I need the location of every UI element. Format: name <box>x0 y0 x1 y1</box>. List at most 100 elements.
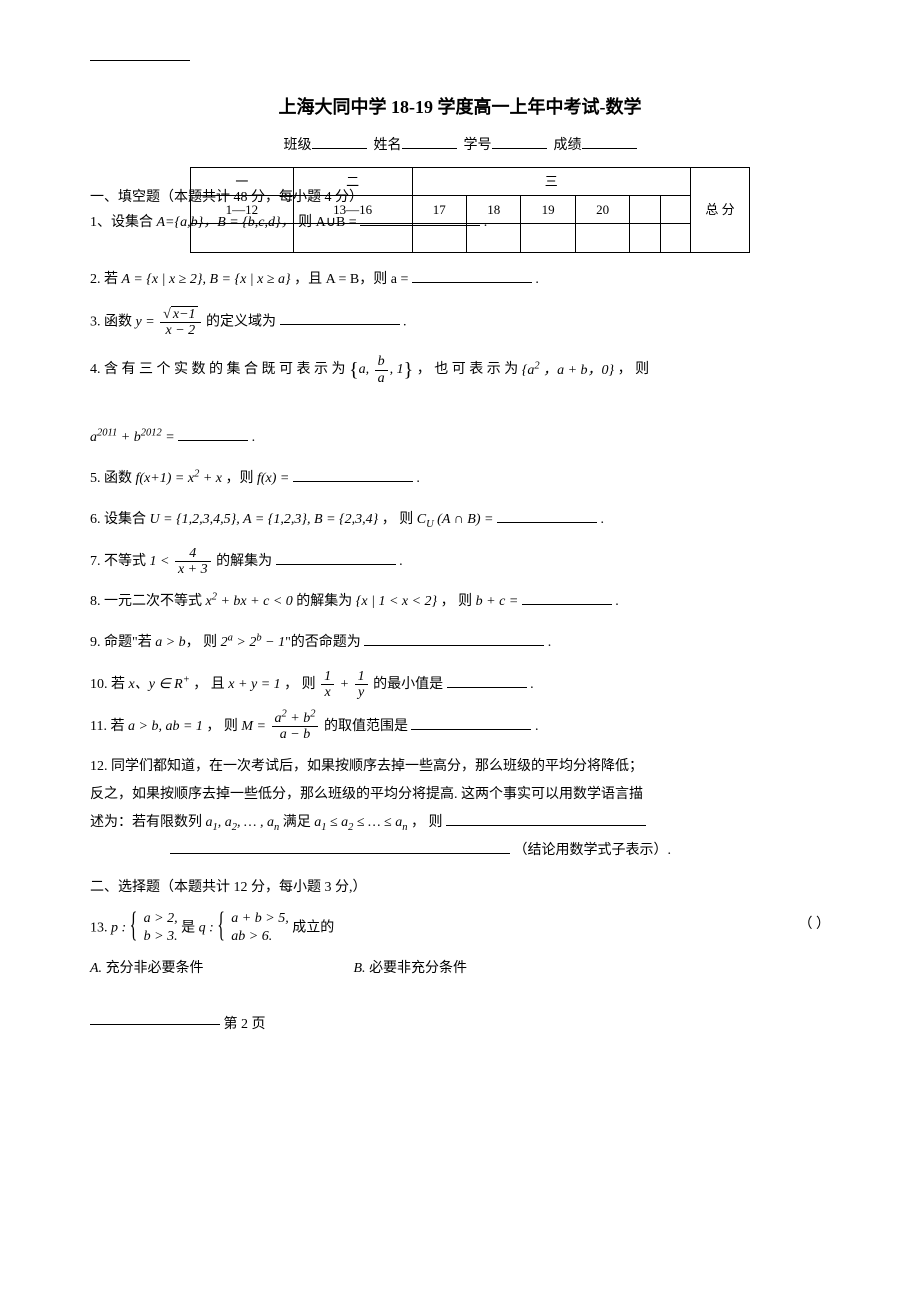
footer-rule <box>90 1024 220 1025</box>
q1-blank <box>360 211 480 226</box>
q3-blank <box>280 310 400 325</box>
q11-frac: a2 + b2 a − b <box>272 711 319 743</box>
q10-mid2: ， 则 <box>284 677 319 692</box>
score-table-wrap: 一 二 三 总 分 1—12 13—16 17 18 19 20 <box>90 167 830 253</box>
optA-text: 充分非必要条件 <box>106 961 204 976</box>
section1-overlay: 一、填空题（本题共计 48 分，每小题 4 分） 1、设集合 A={a,b}，B… <box>90 185 487 235</box>
q3-post: 的定义域为 <box>206 314 276 329</box>
q4-end: . <box>252 430 256 445</box>
q3-pre: 3. 函数 <box>90 314 136 329</box>
student-info: 班级 姓名 学号 成绩 <box>90 133 830 158</box>
q1-pre: 1、设集合 <box>90 215 153 230</box>
page-footer: 第 2 页 <box>90 1012 830 1037</box>
q6-m1: U = {1,2,3,4,5}, A = {1,2,3}, B = {2,3,4… <box>150 512 379 527</box>
q2-end: . <box>535 272 539 287</box>
section1-title: 一、填空题（本题共计 48 分，每小题 4 分） <box>90 185 487 210</box>
q12-cond: a1 ≤ a2 ≤ … ≤ an <box>314 815 407 830</box>
q10-f2n: 1 <box>355 669 368 685</box>
q6: 6. 设集合 U = {1,2,3,4,5}, A = {1,2,3}, B =… <box>90 505 830 536</box>
q8-end: . <box>615 594 619 609</box>
q7-lhs: 1 < <box>150 554 170 569</box>
q11-m1: a > b, ab = 1 <box>128 719 203 734</box>
q12-l1: 12. 同学们都知道，在一次考试后，如果按顺序去掉一些高分，那么班级的平均分将降… <box>90 759 643 774</box>
q10-f1: 1 x <box>321 669 334 701</box>
q10-plus: + <box>340 677 349 692</box>
q9: 9. 命题"若 a > b， 则 2a > 2b − 1"的否命题为 . <box>90 628 830 659</box>
class-label: 班级 <box>284 138 312 153</box>
q10-end: . <box>530 677 534 692</box>
name-blank <box>402 134 457 149</box>
q12-blank2 <box>170 839 510 854</box>
q12-l3post: ， 则 <box>411 815 443 830</box>
q10-m1: x、y ∈ R+ <box>129 677 190 692</box>
q4-set1-num: b <box>375 354 388 370</box>
q2: 2. 若 A = {x | x ≥ 2}, B = {x | x ≥ a} ，且… <box>90 265 830 296</box>
q4-set1: { <box>349 348 359 392</box>
q6-blank <box>497 508 597 523</box>
q7-den: x + 3 <box>175 562 211 577</box>
q5-pre: 5. 函数 <box>90 471 136 486</box>
q10-f1d: x <box>321 685 334 700</box>
q6-end: . <box>600 512 604 527</box>
q11-num: a2 + b2 <box>272 711 319 727</box>
q13-optB: B. 必要非充分条件 <box>354 956 614 981</box>
optB-text: 必要非充分条件 <box>369 961 467 976</box>
q13-psys: a > 2, b > 3. <box>130 910 178 946</box>
q13-q2: ab > 6. <box>231 928 288 946</box>
q2-mid: ，且 A = B，则 a = <box>294 272 412 287</box>
q7-frac: 4 x + 3 <box>175 546 211 578</box>
q8: 8. 一元二次不等式 x2 + bx + c < 0 的解集为 {x | 1 <… <box>90 587 830 618</box>
section2-title: 二、选择题（本题共计 12 分，每小题 3 分,） <box>90 875 830 900</box>
col-19: 19 <box>521 195 575 223</box>
q10-post: 的最小值是 <box>373 677 443 692</box>
q11-blank <box>411 715 531 730</box>
q2-pre: 2. 若 <box>90 272 122 287</box>
q12-seq: a1, a2, … , an <box>206 815 280 830</box>
q13-p2: b > 3. <box>144 928 178 946</box>
q4-pre: 4. 含 有 三 个 实 数 的 集 合 既 可 表 示 为 <box>90 363 349 378</box>
q5-m2: f(x) = <box>257 471 293 486</box>
q1: 1、设集合 A={a,b}，B = {b,c,d}， 则 A∪B = . <box>90 210 487 235</box>
class-blank <box>312 134 367 149</box>
name-label: 姓名 <box>374 138 402 153</box>
q3-y: y = <box>136 314 155 329</box>
q8-mid: 的解集为 <box>296 594 356 609</box>
q13-p1: a > 2, <box>144 910 178 928</box>
q4-set2: {a2 ，a + b，0} <box>522 363 614 378</box>
q11-den: a − b <box>272 727 319 742</box>
q10-pre: 10. 若 <box>90 677 129 692</box>
q11: 11. 若 a > b, ab = 1 ， 则 M = a2 + b2 a − … <box>90 711 830 743</box>
q9-end: . <box>548 635 552 650</box>
page-title: 上海大同中学 18-19 学度高一上年中考试-数学 <box>90 91 830 123</box>
q5-end: . <box>416 471 420 486</box>
q13-qsys: a + b > 5, ab > 6. <box>217 910 288 946</box>
q8-m1: x2 + bx + c < 0 <box>206 594 293 609</box>
q12-blank1 <box>446 811 646 826</box>
q5-m1: f(x+1) = x2 + x <box>136 471 222 486</box>
q8-pre: 8. 一元二次不等式 <box>90 594 206 609</box>
q2-blank <box>412 268 532 283</box>
score-label: 成绩 <box>554 138 582 153</box>
col-20: 20 <box>575 195 629 223</box>
q6-m2: CU (A ∩ B) = <box>417 512 497 527</box>
q1-post: 则 A∪B = <box>298 215 357 230</box>
q10: 10. 若 x、y ∈ R+ ， 且 x + y = 1 ， 则 1 x + 1… <box>90 669 830 701</box>
q4-post: ， 则 <box>618 363 650 378</box>
q12: 12. 同学们都知道，在一次考试后，如果按顺序去掉一些高分，那么班级的平均分将降… <box>90 753 830 865</box>
q12-l3pre: 述为：若有限数列 <box>90 815 206 830</box>
q9-blank <box>364 631 544 646</box>
id-blank <box>492 134 547 149</box>
q10-mid1: ， 且 <box>193 677 228 692</box>
total-head: 总 分 <box>691 167 750 252</box>
q7-end: . <box>399 554 403 569</box>
q13-options: A. 充分非必要条件 B. 必要非充分条件 <box>90 956 830 981</box>
q10-f1n: 1 <box>321 669 334 685</box>
q12-l2: 反之，如果按顺序去掉一些低分，那么班级的平均分将提高. 这两个事实可以用数学语言… <box>90 787 643 802</box>
q13-p: p : <box>111 920 126 935</box>
q13-q1: a + b > 5, <box>231 910 288 928</box>
q1-math: A={a,b}，B = {b,c,d}， <box>157 215 295 230</box>
q4-set1-den: a <box>375 371 388 386</box>
col-blank2 <box>660 195 690 223</box>
q11-mid: ， 则 <box>206 719 241 734</box>
q4: 4. 含 有 三 个 实 数 的 集 合 既 可 表 示 为 {a, b a ,… <box>90 348 830 454</box>
